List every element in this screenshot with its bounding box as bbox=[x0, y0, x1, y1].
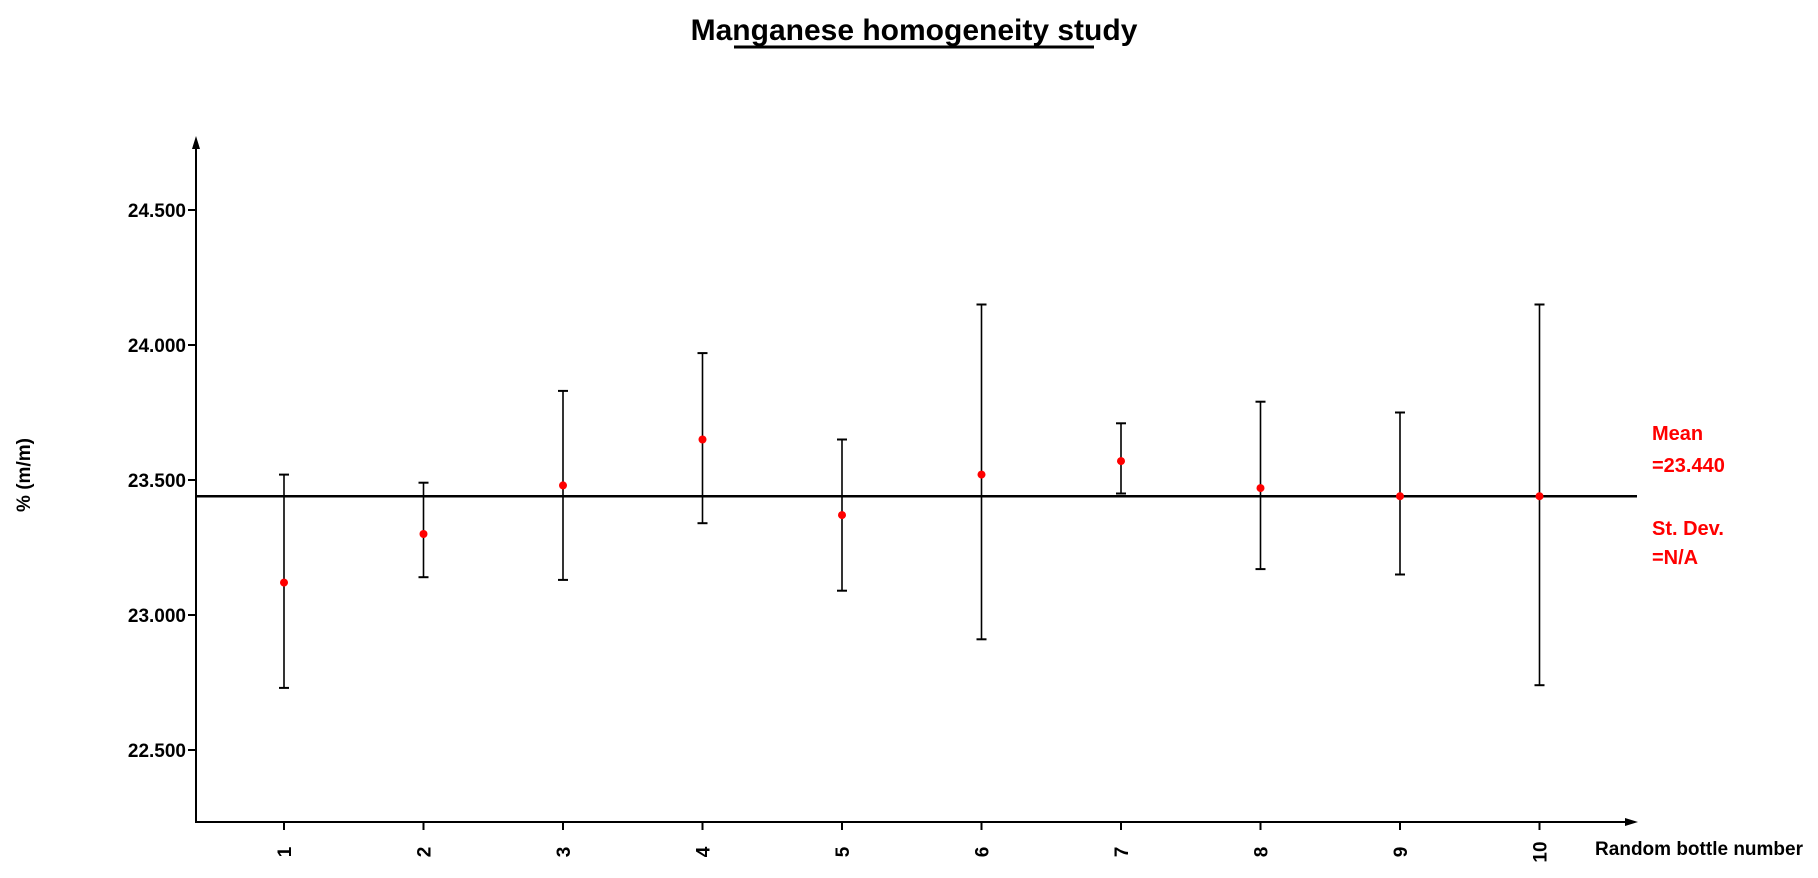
data-point bbox=[838, 511, 846, 520]
x-axis bbox=[195, 818, 1638, 826]
data-point bbox=[698, 435, 707, 444]
x-tick-label: 1 bbox=[275, 846, 296, 857]
x-tick-label: 10 bbox=[1531, 841, 1552, 862]
data-point bbox=[419, 530, 428, 538]
y-tick-label: 24.000 bbox=[128, 336, 186, 357]
data-point bbox=[1535, 492, 1544, 501]
data-point bbox=[977, 470, 986, 479]
x-tick-label: 2 bbox=[415, 847, 436, 858]
x-tick-label: 5 bbox=[833, 846, 854, 857]
mean-annotation: Mean =23.440 bbox=[1652, 423, 1725, 477]
x-tick-label: 6 bbox=[973, 847, 994, 858]
chart-title: Manganese homogeneity study bbox=[691, 14, 1138, 47]
data-point bbox=[1117, 457, 1125, 466]
mean-label: Mean bbox=[1652, 423, 1703, 445]
y-axis bbox=[192, 136, 200, 822]
x-tick-label: 4 bbox=[694, 846, 715, 857]
x-axis-label: Random bottle number bbox=[1595, 839, 1804, 860]
data-point bbox=[559, 481, 567, 490]
x-ticks: 1 2 3 4 5 6 7 8 9 10 bbox=[275, 822, 1552, 863]
y-axis-label: % (m/m) bbox=[14, 438, 35, 512]
x-tick-label: 3 bbox=[554, 847, 575, 858]
x-tick-label: 9 bbox=[1391, 847, 1412, 858]
y-tick-label: 23.000 bbox=[128, 606, 186, 627]
y-ticks: 22.500 23.000 23.500 24.000 24.500 bbox=[128, 201, 196, 762]
data-point bbox=[1396, 492, 1404, 501]
y-tick-label: 23.500 bbox=[128, 471, 186, 492]
data-points bbox=[280, 435, 1544, 587]
x-tick-label: 7 bbox=[1112, 847, 1133, 858]
data-point bbox=[1256, 484, 1265, 493]
stdev-value: =N/A bbox=[1652, 547, 1698, 569]
stdev-label: St. Dev. bbox=[1652, 518, 1724, 540]
stdev-annotation: St. Dev. =N/A bbox=[1652, 518, 1724, 569]
y-tick-label: 22.500 bbox=[128, 741, 186, 762]
y-tick-label: 24.500 bbox=[128, 201, 186, 222]
data-point bbox=[280, 578, 288, 587]
mean-value: =23.440 bbox=[1652, 455, 1725, 477]
x-tick-label: 8 bbox=[1252, 847, 1273, 858]
